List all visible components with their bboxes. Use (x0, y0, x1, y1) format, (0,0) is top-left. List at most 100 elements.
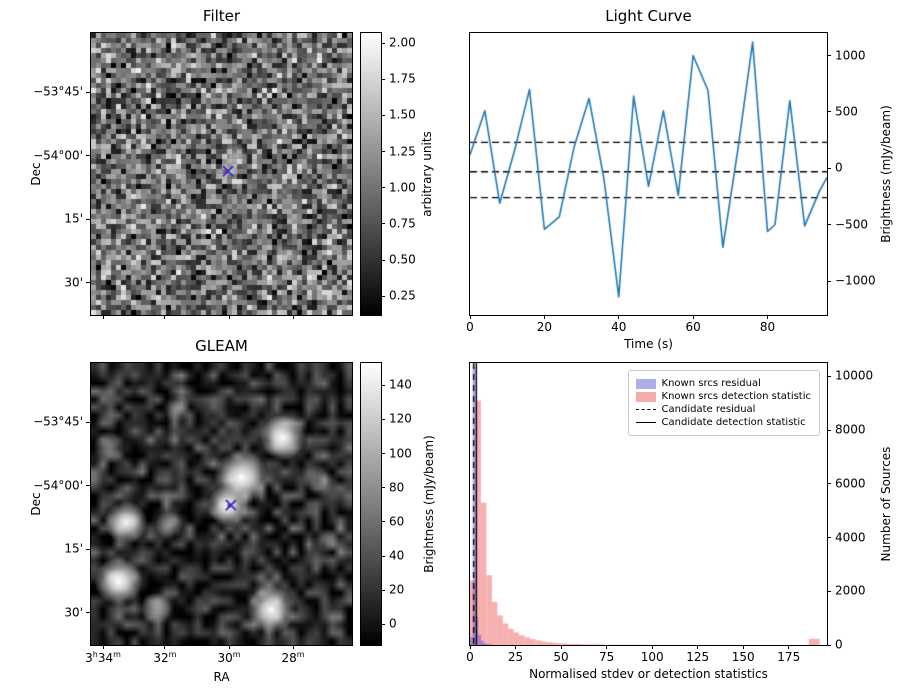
tick-mark (618, 315, 620, 319)
tick-label: 4000 (835, 529, 866, 544)
tick-mark (86, 282, 90, 284)
tick-mark (697, 645, 699, 649)
gleam-colorbar-label: Brightness (mJy/beam) (422, 435, 436, 573)
tick-mark (827, 280, 831, 282)
tick-mark (560, 645, 562, 649)
tick-label: 75 (598, 650, 615, 664)
tick-mark (606, 645, 608, 649)
tick-mark (381, 384, 385, 386)
tick-label: 2000 (835, 583, 866, 598)
tick-mark (469, 315, 471, 319)
tick-mark (86, 218, 90, 220)
tick-label: 150 (731, 650, 755, 664)
tick-mark (381, 78, 385, 80)
tick-mark (86, 612, 90, 614)
legend-item: Known srcs detection statistic (635, 391, 811, 402)
legend-item: Known srcs residual (635, 378, 811, 389)
tick-label: 0 (835, 160, 843, 175)
tick-label: 100 (389, 445, 412, 460)
histogram-axes: Known srcs residual Known srcs detection … (466, 362, 873, 664)
tick-label: −1000 (835, 273, 876, 288)
tick-mark (102, 315, 104, 319)
legend-label: Candidate residual (661, 404, 756, 415)
tick-mark (827, 375, 831, 377)
tick-label: 60 (685, 320, 701, 334)
tick-label: −54°00' (33, 478, 83, 493)
tick-label: 60 (389, 514, 405, 529)
legend-swatch-solid (635, 422, 656, 423)
tick-label: 30m (217, 650, 241, 665)
histogram-ylabel: Number of Sources (879, 446, 893, 562)
filter-axes: −53°45' −54°00' 15' 30' (33, 32, 353, 319)
tick-label: 8000 (835, 422, 866, 437)
tick-label: 0 (835, 637, 843, 652)
tick-label: 20 (389, 582, 405, 597)
tick-label: 120 (389, 411, 412, 426)
legend-item: Candidate detection statistic (635, 417, 811, 428)
tick-mark (827, 483, 831, 485)
tick-label: 1000 (835, 47, 866, 62)
tick-label: 80 (759, 320, 776, 334)
tick-label: 1.75 (389, 71, 416, 86)
tick-label: 25 (507, 650, 524, 664)
tick-mark (788, 645, 790, 649)
tick-label: 125 (686, 650, 710, 664)
histogram-legend: Known srcs residual Known srcs detection … (627, 370, 820, 436)
tick-label: 2.00 (389, 35, 416, 50)
tick-mark (86, 421, 90, 423)
tick-mark (543, 315, 545, 319)
tick-label: 40 (389, 548, 405, 563)
tick-mark (381, 555, 385, 557)
tick-mark (164, 315, 166, 319)
tick-label: 100 (640, 650, 664, 664)
tick-mark (469, 645, 471, 649)
tick-mark (692, 315, 694, 319)
tick-label: 50 (553, 650, 569, 664)
tick-mark (827, 167, 831, 169)
tick-mark (381, 453, 385, 455)
tick-label: 10000 (835, 368, 874, 383)
tick-label: 32m (153, 650, 177, 665)
tick-label: 30' (64, 604, 83, 619)
gleam-image (91, 363, 352, 645)
tick-mark (515, 645, 517, 649)
tick-mark (381, 623, 385, 625)
filter-image (91, 33, 352, 315)
legend-label: Known srcs residual (661, 378, 761, 389)
legend-swatch-dashed (635, 409, 656, 410)
tick-label: 28m (281, 650, 305, 665)
tick-mark (827, 429, 831, 431)
tick-label: −500 (835, 217, 868, 232)
light-curve-title: Light Curve (605, 7, 692, 25)
tick-mark (381, 151, 385, 153)
tick-mark (827, 224, 831, 226)
tick-label: 40 (611, 320, 627, 334)
light-curve-plot (470, 33, 827, 315)
tick-mark (742, 645, 744, 649)
tick-mark (381, 418, 385, 420)
filter-colorbar: 2.00 1.75 1.50 1.25 1.00 0.75 0.50 0.25 (360, 32, 416, 316)
tick-label: 1.50 (389, 107, 416, 122)
tick-mark (381, 187, 385, 189)
legend-label: Candidate detection statistic (661, 417, 806, 428)
tick-label: 0.50 (389, 252, 416, 267)
tick-label: 500 (835, 104, 858, 119)
tick-label: 80 (389, 480, 405, 495)
gleam-xlabel: RA (213, 670, 230, 684)
tick-label: 1.00 (389, 180, 416, 195)
tick-mark (381, 487, 385, 489)
tick-label: 15' (64, 541, 83, 556)
tick-mark (827, 111, 831, 113)
tick-mark (827, 537, 831, 539)
tick-mark (102, 645, 104, 649)
tick-label: −54°00' (33, 148, 83, 163)
tick-mark (292, 315, 294, 319)
tick-label: 3h34m (85, 650, 121, 665)
gleam-colorbar: 140 120 100 80 60 40 20 0 (360, 362, 412, 646)
tick-mark (228, 315, 230, 319)
tick-mark (827, 55, 831, 57)
gleam-axes: 3h34m 32m 30m 28m −53°45' −54°00' 15' 30' (33, 362, 353, 665)
legend-label: Known srcs detection statistic (661, 391, 811, 402)
tick-mark (827, 644, 831, 646)
tick-mark (381, 114, 385, 116)
